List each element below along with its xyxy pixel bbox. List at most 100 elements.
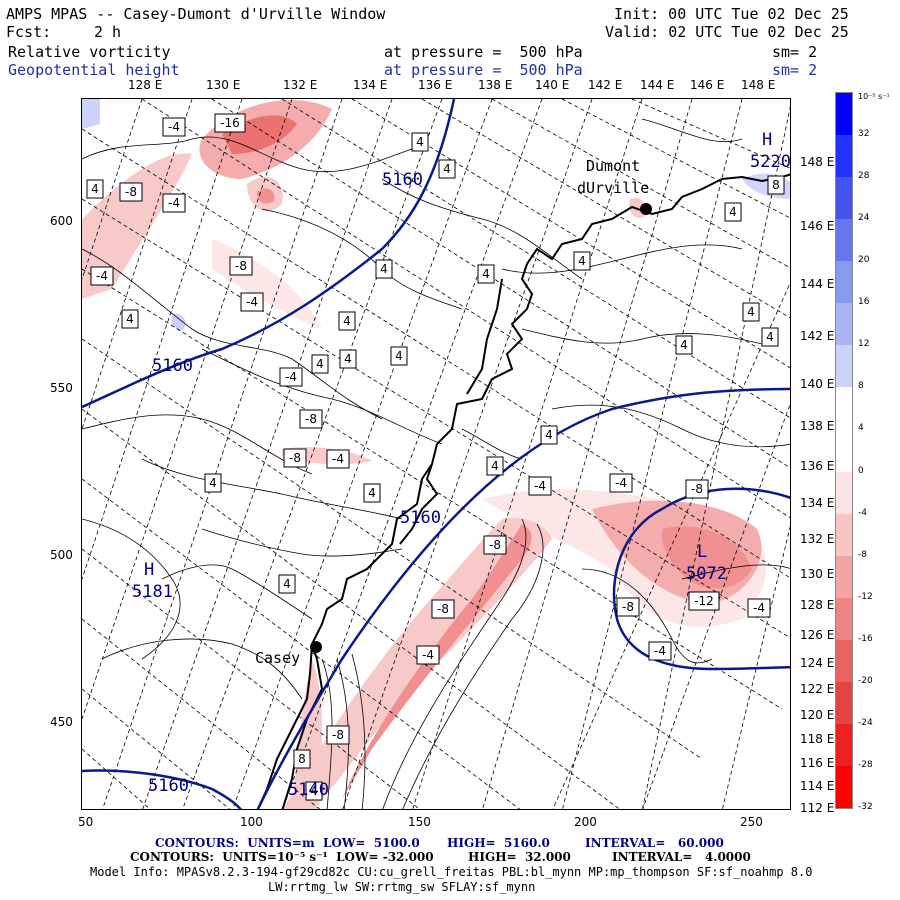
map-panel: -16 -4 4 4 -8 4 -4 -8 -4 4 4 4 -4 4 4 4 4 -4 4 4 4 4 4 4 -8 -4 4 4 4… (81, 98, 791, 810)
vorticity-box (540, 425, 558, 445)
colorbar-level: -4 (858, 507, 867, 518)
low-value: 5072 (686, 564, 727, 584)
vorticity-value: 4 (344, 352, 352, 366)
vorticity-box (483, 535, 507, 555)
vorticity-box (204, 473, 222, 493)
vorticity-value: -4 (168, 196, 180, 210)
vorticity-box (411, 132, 429, 152)
vorticity-box (761, 327, 779, 347)
valid-time: Valid: 02 UTC Tue 02 Dec 25 (605, 23, 849, 41)
vorticity-contours (82, 118, 790, 809)
footer-height-interval: INTERVAL= 60.000 (585, 836, 724, 850)
vorticity-box (685, 479, 709, 499)
vorticity-box (311, 354, 329, 374)
right-lon-label: 116 E (800, 756, 835, 770)
vorticity-value: 4 (747, 305, 755, 319)
vorticity-value: 4 (310, 784, 318, 798)
vorticity-value: -4 (615, 476, 627, 490)
colorbar-swatch (836, 555, 852, 599)
colorbar-swatch (836, 345, 852, 388)
height-contour-label: 5160 (152, 356, 193, 376)
top-lon-label: 146 E (690, 78, 725, 92)
right-lon-label: 112 E (800, 801, 835, 815)
vorticity-value: 4 (416, 135, 424, 149)
vorticity-value: 4 (395, 349, 403, 363)
vorticity-box (609, 473, 633, 493)
colorbar-level: -16 (858, 633, 873, 644)
vorticity-value: -12 (694, 594, 714, 608)
footer-model-info-2: LW:rrtmg_lw SW:rrtmg_sw SFLAY:sf_mynn (268, 880, 536, 894)
top-lon-label: 140 E (535, 78, 570, 92)
vorticity-value: 4 (209, 476, 217, 490)
colorbar-swatch (836, 135, 852, 178)
colorbar-swatch (836, 219, 852, 262)
vorticity-box (416, 645, 440, 665)
top-lon-label: 138 E (478, 78, 513, 92)
field2-name: Geopotential height (8, 61, 180, 79)
vorticity-value: 4 (283, 577, 291, 591)
colorbar-level: -32 (858, 802, 873, 812)
colorbar-swatch (836, 723, 852, 767)
vorticity-box (214, 113, 246, 133)
x-tick: 50 (78, 815, 94, 829)
footer-model-info: Model Info: MPASv8.2.3-194-gf29cd82c CU:… (90, 865, 813, 879)
height-contour-label: 5160 (382, 170, 423, 190)
vorticity-value: 4 (368, 486, 376, 500)
vorticity-box (431, 599, 455, 619)
colorbar-swatch (836, 429, 852, 473)
dumont-durville-marker[interactable] (640, 203, 652, 215)
vorticity-box (326, 449, 350, 469)
vorticity-box (229, 256, 253, 276)
vorticity-box (438, 159, 456, 179)
colorbar-level: 12 (858, 339, 870, 350)
vorticity-box (648, 641, 672, 661)
chart-title: AMPS MPAS -- Casey-Dumont d'Urville Wind… (6, 5, 386, 23)
right-lon-label: 138 E (800, 419, 835, 433)
right-lon-label: 126 E (800, 628, 835, 642)
vorticity-box (121, 309, 139, 329)
vorticity-value: 4 (545, 428, 553, 442)
init-time: Init: 00 UTC Tue 02 Dec 25 (614, 5, 849, 23)
vorticity-box (90, 266, 114, 286)
casey-marker[interactable] (310, 641, 322, 653)
vorticity-box (338, 311, 356, 331)
vorticity-box (375, 259, 393, 279)
x-tick: 250 (740, 815, 763, 829)
colorbar-level: 28 (858, 171, 870, 182)
top-lon-label: 130 E (206, 78, 241, 92)
vorticity-value: 4 (482, 267, 490, 281)
field1-level: at pressure = 500 hPa (384, 43, 583, 61)
vorticity-box (742, 302, 760, 322)
vorticity-value: -8 (332, 728, 344, 742)
colorbar-level: 20 (858, 255, 870, 266)
colorbar-unit: 10⁻⁵ s⁻¹ (858, 92, 890, 101)
colorbar-swatch (836, 513, 852, 557)
top-lon-label: 128 E (128, 78, 163, 92)
vorticity-value: 4 (126, 312, 134, 326)
vorticity-value: -16 (220, 116, 240, 130)
vorticity-box (363, 483, 381, 503)
colorbar-swatch (836, 681, 852, 725)
right-lon-label: 122 E (800, 682, 835, 696)
vorticity-value: -4 (168, 120, 180, 134)
vorticity-value: -8 (125, 185, 137, 199)
casey-label: Casey (255, 649, 301, 667)
vorticity-box (747, 598, 771, 618)
vorticity-box (528, 476, 552, 496)
x-tick: 100 (240, 815, 263, 829)
colorbar-level: -20 (858, 675, 873, 686)
vorticity-labels: -16-444-84-4-8-4 4 44-44 444-4444444-8-4444… (86, 113, 785, 801)
vorticity-box (283, 448, 307, 468)
vorticity-value: 4 (491, 459, 499, 473)
map-svg: -16-444-84-4-8-4 4 44-44 444-4444444-8-4444… (82, 99, 790, 809)
vorticity-box (616, 597, 640, 617)
dumont-label-line1: Dumont (586, 157, 641, 175)
vorticity-box (339, 349, 357, 369)
vorticity-box (305, 781, 323, 801)
colorbar-level: 0 (858, 465, 864, 476)
high-left-value: 5181 (132, 582, 173, 602)
vorticity-box (240, 292, 264, 312)
vorticity-value: -8 (305, 412, 317, 426)
vorticity-box (486, 456, 504, 476)
vorticity-value: -8 (489, 538, 501, 552)
